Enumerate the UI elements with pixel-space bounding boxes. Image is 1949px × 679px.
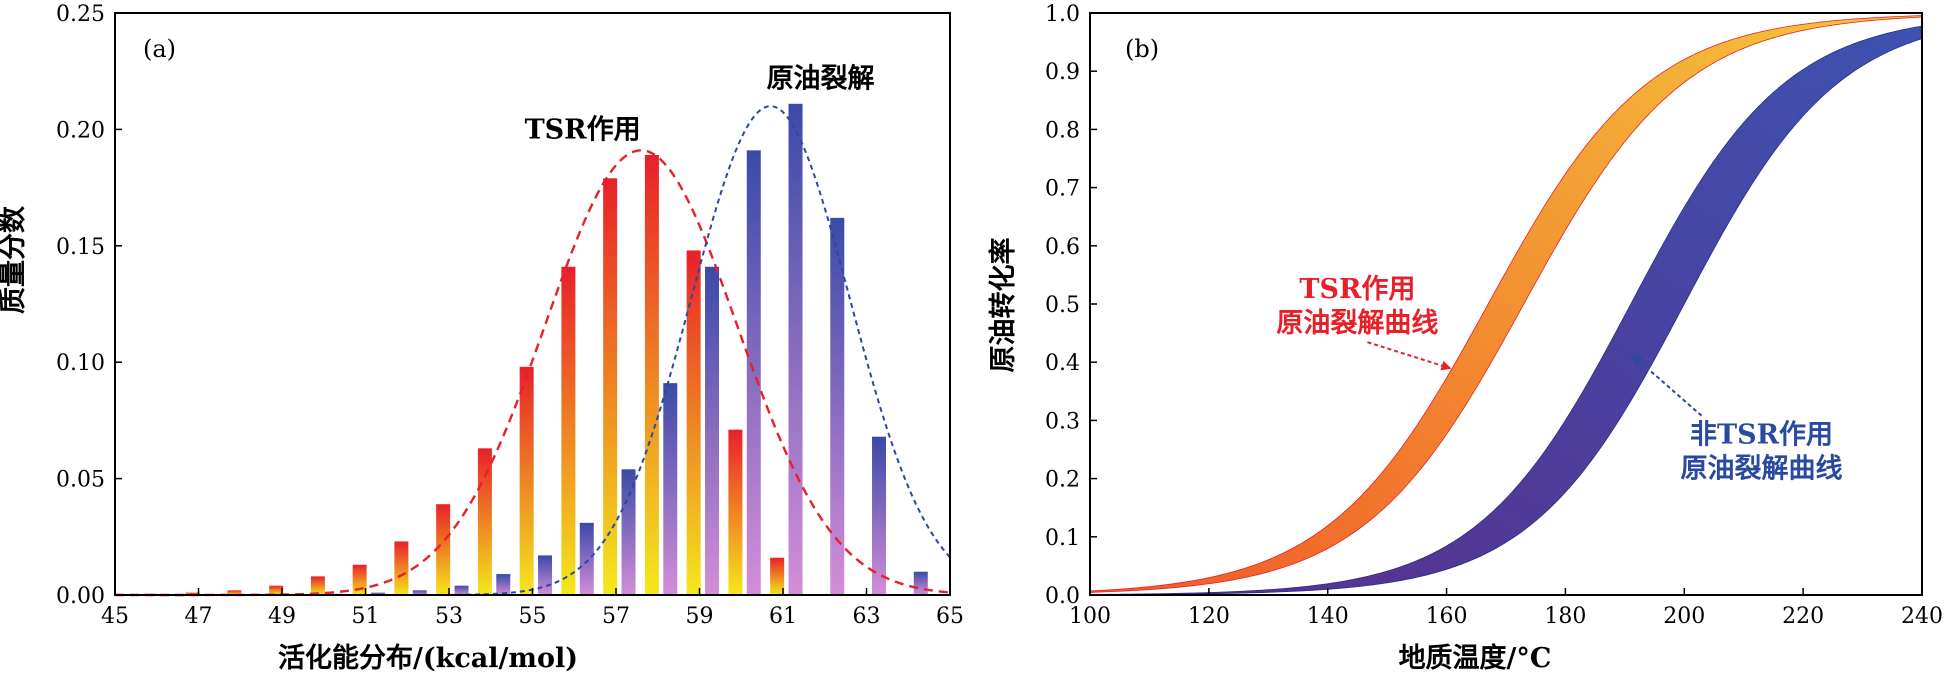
chart-a-bar-tsr [269, 585, 284, 595]
chart-b-x-tick-label: 200 [1663, 604, 1705, 629]
chart-b-annotation-arrow [1367, 341, 1452, 371]
chart-a-bar-tsr [603, 178, 618, 595]
chart-a-x-tick-label: 55 [519, 604, 547, 629]
chart-a-x-tick-label: 59 [686, 604, 714, 629]
chart-a-x-tick-label: 49 [268, 604, 296, 629]
chart-b-x-tick-label: 220 [1782, 604, 1824, 629]
chart-a-x-tick-label: 65 [936, 604, 964, 629]
chart-b-x-tick-label: 120 [1188, 604, 1230, 629]
chart-a-bar-cracking [663, 383, 678, 595]
chart-a-bar-cracking [496, 574, 511, 595]
chart-b-annotation-line: 非TSR作用 [1690, 420, 1833, 451]
chart-b-panel-label: (b) [1125, 35, 1159, 63]
chart-a-y-tick-label: 0.05 [56, 468, 105, 493]
chart-a-frame [114, 12, 951, 596]
chart-b-annotation-arrow [1632, 355, 1703, 417]
chart-a-panel-label: (a) [143, 35, 176, 63]
chart-b-x-axis-label: 地质温度/°C [1399, 642, 1552, 674]
chart-b-annotation-line: 原油裂解曲线 [1681, 454, 1843, 485]
chart-b-annotation-line: 原油裂解曲线 [1276, 308, 1438, 339]
chart-a-bar-cracking [746, 150, 761, 596]
chart-a-bars [143, 103, 928, 596]
chart-b-x-tick-label: 100 [1069, 604, 1111, 629]
chart-a-annotations: TSR作用 原油裂解 [525, 63, 875, 145]
chart-a: (a) 活化能分布/(kcal/mol) 质量分数 TSR作用 原油裂解 45 47… [0, 2, 964, 674]
chart-a-bar-tsr [561, 266, 576, 595]
chart-a-y-axis-label: 质量分数 [0, 205, 29, 314]
chart-a-y-tick-label: 0.20 [56, 118, 105, 143]
chart-a-bar-tsr [477, 448, 492, 595]
chart-a-x-tick-label: 51 [352, 604, 380, 629]
chart-b-y-tick-label: 0.5 [1045, 293, 1080, 318]
chart-b-bands [1089, 15, 1923, 596]
chart-b-ticks: 100 120 140 160 180 200 220 240 0.0 0.1 0.2 0.3 0.4 0… [1045, 2, 1943, 629]
chart-a-y-tick-label: 0.15 [56, 235, 105, 260]
chart-a-y-tick-label: 0.25 [56, 2, 105, 27]
chart-b-y-tick-label: 1.0 [1045, 2, 1080, 27]
chart-b-y-tick-label: 0.0 [1045, 584, 1080, 609]
chart-a-y-tick-label: 0.10 [56, 351, 105, 376]
chart-a-y-tick-label: 0.00 [56, 584, 105, 609]
chart-a-bar-cracking [579, 522, 594, 595]
chart-b-x-tick-label: 140 [1307, 604, 1349, 629]
chart-b-y-tick-label: 0.6 [1045, 235, 1080, 260]
chart-a-ticks: 45 47 49 51 53 55 57 59 61 63 65 0.00 0.05 0.10 0.15 0.… [56, 2, 964, 629]
chart-a-bar-tsr [728, 429, 743, 595]
chart-a-x-tick-label: 47 [185, 604, 213, 629]
chart-a-bar-tsr [352, 564, 367, 595]
chart-a-x-tick-label: 61 [769, 604, 797, 629]
chart-a-x-axis-label: 活化能分布/(kcal/mol) [278, 642, 578, 674]
chart-a-x-tick-label: 53 [435, 604, 463, 629]
chart-b-annotation-line: TSR作用 [1299, 274, 1415, 305]
chart-a-bar-cracking [454, 585, 469, 595]
chart-a-bar-tsr [686, 250, 701, 595]
chart-a-bar-tsr [519, 366, 534, 595]
chart-a-x-tick-label: 63 [853, 604, 881, 629]
chart-b-y-axis-label: 原油转化率 [987, 238, 1019, 373]
chart-a-annotation: TSR作用 [525, 115, 641, 146]
chart-a-bar-cracking [705, 266, 720, 595]
chart-b-y-tick-label: 0.3 [1045, 409, 1080, 434]
chart-b-x-tick-label: 240 [1901, 604, 1943, 629]
chart-a-bar-cracking [788, 103, 803, 596]
chart-a-annotation: 原油裂解 [767, 63, 875, 94]
chart-b-x-tick-label: 180 [1544, 604, 1586, 629]
chart-a-bar-cracking [913, 571, 928, 595]
chart-a-bar-cracking [371, 592, 386, 595]
chart-a-bar-cracking [412, 590, 427, 595]
chart-a-bar-tsr [770, 557, 785, 595]
chart-b-frame [1089, 12, 1923, 596]
chart-b-y-tick-label: 0.4 [1045, 351, 1080, 376]
chart-a-bar-cracking [830, 217, 845, 595]
chart-a-bar-tsr [227, 590, 242, 595]
chart-b-x-tick-label: 160 [1426, 604, 1468, 629]
chart-b-y-tick-label: 0.9 [1045, 60, 1080, 85]
chart-b: (b) 地质温度/°C 原油转化率 TSR作用原油裂解曲线非TSR作用原油裂解曲… [987, 2, 1943, 674]
chart-a-x-tick-label: 57 [602, 604, 630, 629]
chart-a-bar-cracking [621, 469, 636, 595]
chart-b-y-tick-label: 0.2 [1045, 468, 1080, 493]
chart-a-bar-tsr [644, 155, 659, 595]
chart-b-y-tick-label: 0.8 [1045, 118, 1080, 143]
chart-a-bar-tsr [310, 576, 325, 595]
chart-a-bar-tsr [436, 504, 451, 595]
chart-a-bar-tsr [394, 541, 409, 595]
chart-b-y-tick-label: 0.1 [1045, 526, 1080, 551]
chart-a-bar-cracking [872, 436, 887, 595]
chart-b-y-tick-label: 0.7 [1045, 177, 1080, 202]
chart-a-bar-cracking [538, 555, 553, 595]
chart-a-x-tick-label: 45 [101, 604, 129, 629]
